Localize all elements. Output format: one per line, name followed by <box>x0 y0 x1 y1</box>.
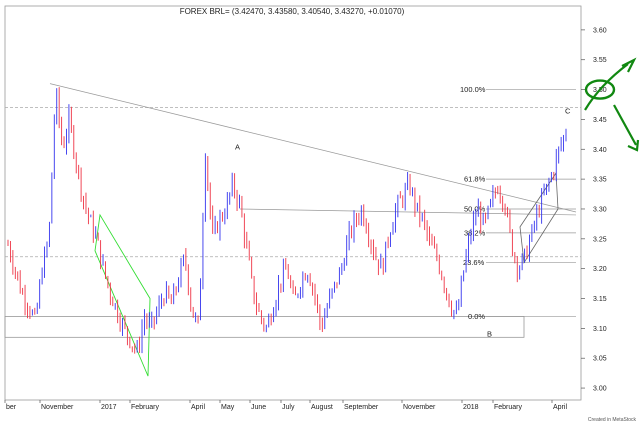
credit-text: Created in MetaStock <box>588 417 637 423</box>
y-tick-label: 3.10 <box>593 326 607 333</box>
x-tick-label: July <box>282 404 295 411</box>
down-arrow-annotation <box>613 104 637 146</box>
x-tick-label: June <box>251 404 266 411</box>
y-tick-label: 3.20 <box>593 266 607 273</box>
fib-level-label: 50.0% <box>464 204 486 213</box>
fib-level-label: 100.0% <box>460 85 486 94</box>
fib-level-label: 38.2% <box>464 228 486 237</box>
x-tick-label: April <box>553 404 567 411</box>
down-arrowhead <box>627 139 640 152</box>
x-tick-label: May <box>221 404 235 411</box>
rising-channel <box>519 171 559 264</box>
x-tick-label: 2018 <box>463 404 479 411</box>
x-tick-label: August <box>311 404 333 411</box>
plot-frame <box>4 5 582 401</box>
downtrend-line <box>49 83 577 213</box>
fib-level-label: 61.8% <box>464 175 486 184</box>
y-tick-label: 3.30 <box>593 206 607 213</box>
y-tick-label: 3.40 <box>593 147 607 154</box>
point-label-b: B <box>487 329 492 338</box>
falling-channel <box>94 213 151 377</box>
support-trend-line <box>239 208 577 216</box>
y-tick-label: 3.35 <box>593 177 607 184</box>
x-tick-label: February <box>494 404 523 411</box>
y-tick-label: 3.45 <box>593 117 607 124</box>
y-tick-label: 3.15 <box>593 296 607 303</box>
x-tick-label: November <box>403 404 436 411</box>
fib-level-label: 0.0% <box>468 312 485 321</box>
highlight-circle <box>584 79 616 100</box>
y-tick-label: 3.60 <box>593 27 607 34</box>
up-arrow-annotation <box>584 63 629 111</box>
y-tick-label: 3.55 <box>593 57 607 64</box>
x-tick-label: ber <box>6 404 17 411</box>
x-tick-label: April <box>191 404 205 411</box>
x-tick-label: November <box>41 404 74 411</box>
point-label-a: A <box>235 142 240 151</box>
point-label-c: C <box>565 106 571 115</box>
fib-zero-box <box>4 316 525 338</box>
x-tick-label: February <box>131 404 160 411</box>
y-tick-label: 3.00 <box>593 386 607 393</box>
up-arrowhead <box>621 57 637 73</box>
x-tick-label: September <box>344 404 379 411</box>
y-tick-label: 3.05 <box>593 356 607 363</box>
fib-level-label: 23.6% <box>463 258 485 267</box>
chart-title: FOREX BRL= (3.42470, 3.43580, 3.40540, 3… <box>180 7 405 16</box>
y-tick-label: 3.25 <box>593 236 607 243</box>
x-tick-label: 2017 <box>101 404 117 411</box>
